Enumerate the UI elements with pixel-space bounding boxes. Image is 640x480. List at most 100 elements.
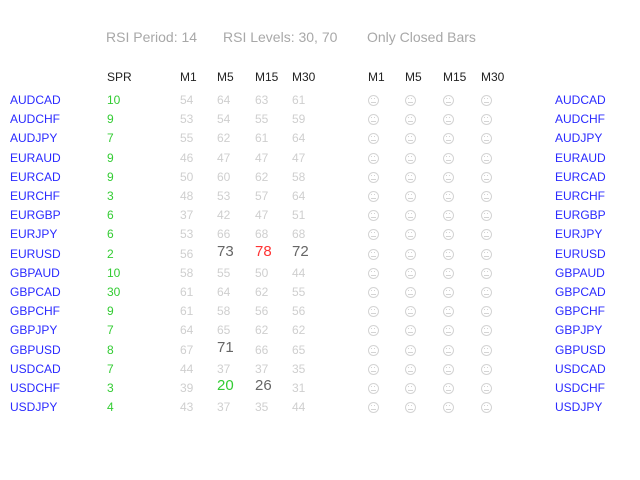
pair-name-right[interactable]: USDJPY	[555, 400, 603, 415]
pair-name[interactable]: EURGBP	[10, 208, 61, 223]
rsi-value-m30: 64	[292, 189, 306, 203]
rsi-header-m5: M5	[217, 70, 234, 84]
pair-name-right[interactable]: EURCAD	[555, 169, 606, 184]
rsi-value-m15: 66	[255, 342, 269, 357]
neutral-face-icon	[405, 229, 416, 241]
pair-name-right[interactable]: EURUSD	[555, 246, 606, 261]
pair-name-right[interactable]: EURGBP	[555, 208, 606, 223]
rsi-value-m15: 55	[255, 112, 269, 127]
spread-value: 3	[107, 381, 114, 395]
rsi-value-m30: 31	[292, 381, 306, 395]
pair-name-right[interactable]: GBPUSD	[555, 342, 606, 357]
neutral-face-icon	[368, 210, 379, 222]
neutral-face-icon	[443, 402, 454, 414]
pair-name[interactable]: GBPCAD	[10, 285, 61, 299]
spread-value: 8	[107, 342, 114, 357]
neutral-face-icon	[443, 114, 454, 126]
neutral-face-icon	[481, 152, 492, 164]
pair-name-right[interactable]: USDCHF	[555, 381, 605, 395]
pair-name-right[interactable]: EURAUD	[555, 150, 606, 165]
rsi-value-m1: 39	[180, 381, 194, 395]
rsi-value-m5: 37	[217, 400, 231, 415]
rsi-value-m30: 58	[292, 169, 306, 184]
pair-name[interactable]: USDCHF	[10, 381, 60, 395]
neutral-face-icon	[368, 363, 379, 375]
neutral-face-icon	[481, 325, 492, 337]
neutral-face-icon	[405, 287, 416, 298]
rsi-value-m15: 50	[255, 265, 269, 280]
neutral-face-icon	[368, 229, 379, 241]
rsi-value-m5: 65	[217, 323, 231, 338]
spread-value: 6	[107, 227, 114, 242]
rsi-value-m15: 61	[255, 131, 269, 146]
neutral-face-icon	[368, 133, 379, 145]
neutral-face-icon	[443, 267, 454, 279]
pair-name-right[interactable]: AUDCHF	[555, 112, 605, 127]
signal-header-m5: M5	[405, 70, 422, 84]
pair-name-right[interactable]: GBPCHF	[555, 304, 606, 319]
pair-name[interactable]: AUDJPY	[10, 131, 58, 146]
pair-name-right[interactable]: USDCAD	[555, 361, 606, 376]
pair-name-right[interactable]: AUDCAD	[555, 93, 606, 107]
rsi-value-m15: 26	[255, 377, 272, 394]
signal-header-m1: M1	[368, 70, 385, 84]
pair-name[interactable]: AUDCHF	[10, 112, 60, 127]
pair-name[interactable]: AUDCAD	[10, 93, 61, 107]
spread-value: 10	[107, 93, 121, 107]
rsi-value-m5: 20	[217, 377, 234, 394]
pair-name-right[interactable]: GBPAUD	[555, 265, 605, 280]
rsi-value-m30: 51	[292, 208, 306, 223]
neutral-face-icon	[405, 325, 416, 337]
pair-name[interactable]: EURJPY	[10, 227, 58, 242]
rsi-value-m30: 64	[292, 131, 306, 146]
neutral-face-icon	[443, 363, 454, 375]
rsi-value-m30: 65	[292, 342, 306, 357]
pair-name-right[interactable]: GBPCAD	[555, 285, 606, 299]
neutral-face-icon	[368, 171, 379, 183]
pair-name[interactable]: EURAUD	[10, 150, 61, 165]
rsi-value-m1: 53	[180, 112, 194, 127]
pair-name[interactable]: USDCAD	[10, 361, 61, 376]
pair-name-right[interactable]: GBPJPY	[555, 323, 603, 338]
neutral-face-icon	[368, 287, 379, 298]
rsi-value-m30: 35	[292, 361, 306, 376]
neutral-face-icon	[405, 210, 416, 222]
rsi-value-m30: 44	[292, 400, 306, 415]
rsi-value-m1: 61	[180, 304, 194, 319]
rsi-value-m15: 56	[255, 304, 269, 319]
rsi-value-m5: 60	[217, 169, 231, 184]
rsi-value-m30: 56	[292, 304, 306, 319]
rsi-value-m1: 46	[180, 150, 194, 165]
pair-name-right[interactable]: EURCHF	[555, 189, 605, 203]
rsi-value-m15: 62	[255, 169, 269, 184]
neutral-face-icon	[368, 325, 379, 337]
pair-name[interactable]: EURUSD	[10, 246, 61, 261]
neutral-face-icon	[405, 171, 416, 183]
neutral-face-icon	[368, 191, 379, 202]
pair-name[interactable]: GBPAUD	[10, 265, 60, 280]
neutral-face-icon	[405, 402, 416, 414]
spread-value: 30	[107, 285, 121, 299]
pair-name[interactable]: EURCAD	[10, 169, 61, 184]
rsi-value-m1: 37	[180, 208, 194, 223]
neutral-face-icon	[443, 306, 454, 318]
rsi-value-m5: 53	[217, 189, 231, 203]
neutral-face-icon	[443, 95, 454, 106]
pair-name[interactable]: EURCHF	[10, 189, 60, 203]
neutral-face-icon	[481, 344, 492, 356]
pair-name[interactable]: USDJPY	[10, 400, 58, 415]
rsi-value-m30: 55	[292, 285, 306, 299]
rsi-value-m15: 35	[255, 400, 269, 415]
pair-name[interactable]: GBPUSD	[10, 342, 61, 357]
pair-name[interactable]: GBPCHF	[10, 304, 61, 319]
neutral-face-icon	[368, 344, 379, 356]
rsi-value-m15: 62	[255, 323, 269, 338]
rsi-value-m5: 73	[217, 242, 234, 260]
pair-name-right[interactable]: AUDJPY	[555, 131, 603, 146]
rsi-value-m5: 58	[217, 304, 231, 319]
neutral-face-icon	[405, 363, 416, 375]
rsi-value-m5: 64	[217, 285, 231, 299]
spread-value: 4	[107, 400, 114, 415]
pair-name[interactable]: GBPJPY	[10, 323, 58, 338]
pair-name-right[interactable]: EURJPY	[555, 227, 603, 242]
